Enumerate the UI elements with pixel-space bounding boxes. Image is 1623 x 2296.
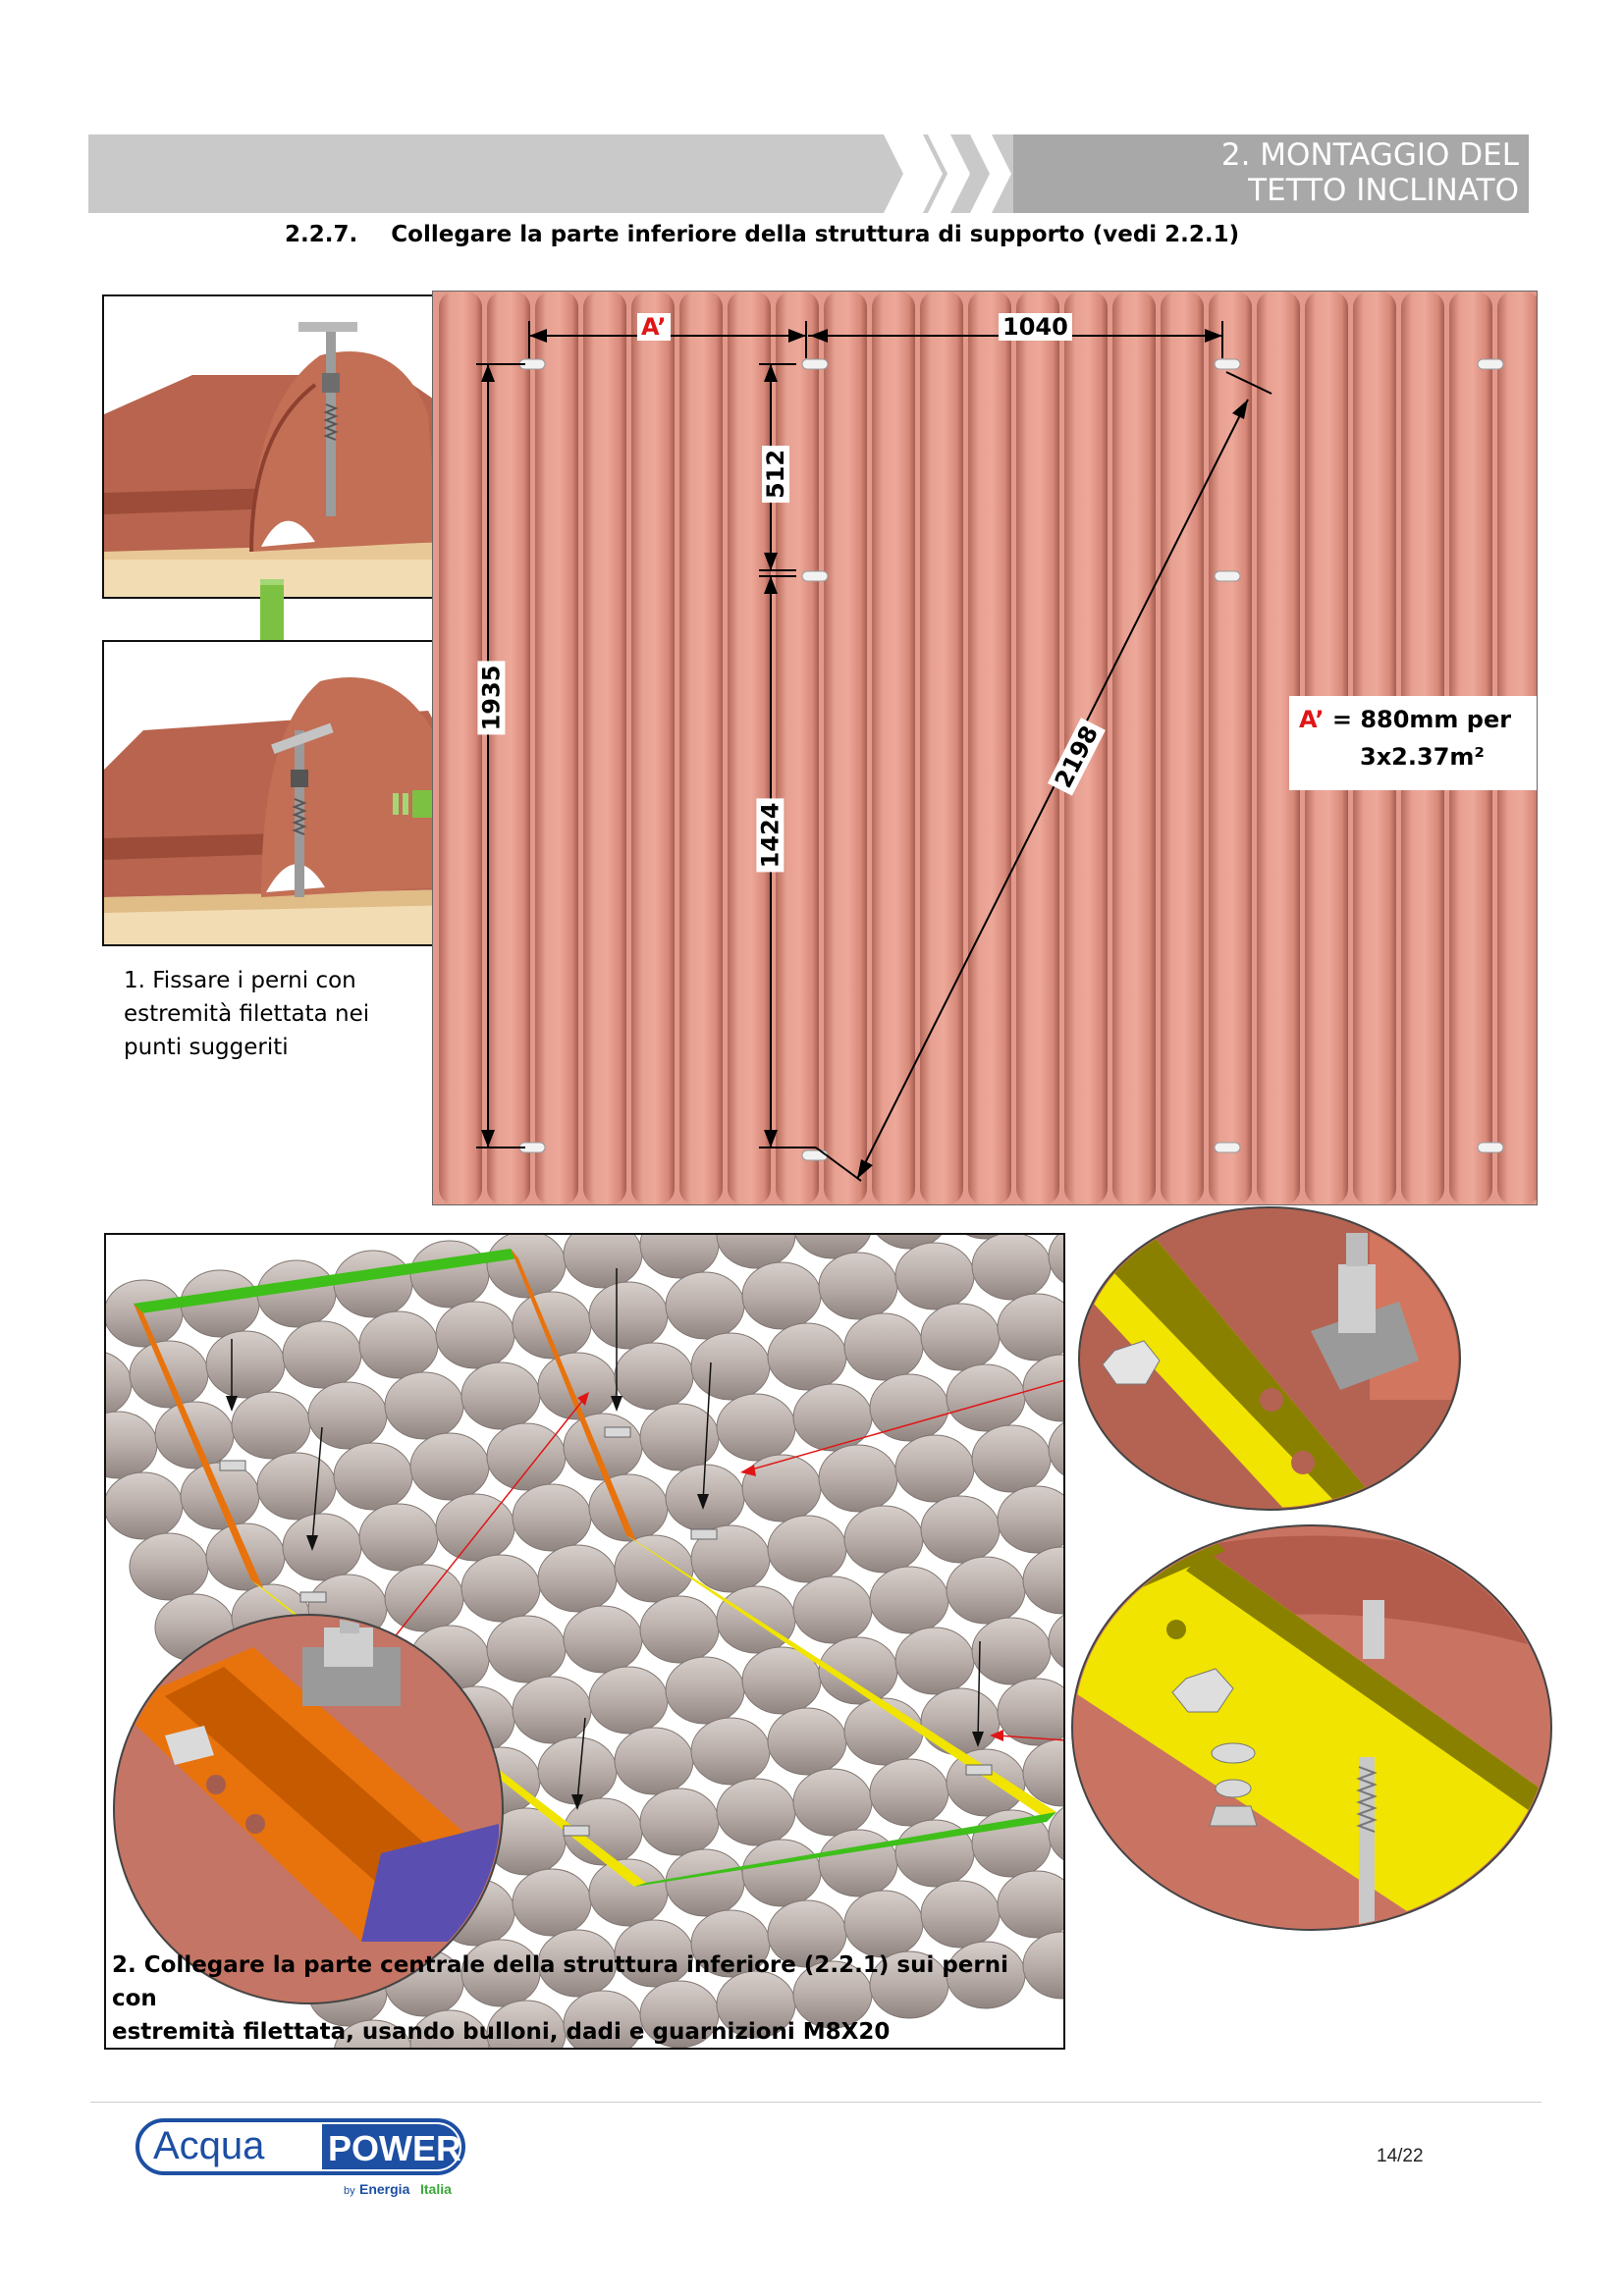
step1-caption-line1: 1. Fissare i perni con: [124, 968, 356, 993]
note-key: A’: [1299, 706, 1325, 733]
step1-caption-line3: punti suggeriti: [124, 1035, 289, 1060]
dim-label-left: 1935: [477, 661, 506, 735]
chapter-title-line2: TETTO INCLINATO: [1248, 173, 1519, 208]
frame-assembly-image: [104, 1233, 1065, 2050]
roof-diagram: A’ 1040 1935 512 1424 2198 A’ = 880mm pe…: [432, 291, 1538, 1205]
section-number: 2.2.7.: [285, 222, 358, 247]
dim-label-lower: 1424: [756, 798, 784, 873]
logo-word-acqua: Acqua: [153, 2124, 265, 2167]
logo-brand-italia: Italia: [420, 2181, 452, 2197]
tile-photo-top: [102, 294, 458, 599]
page-number: 14/22: [1377, 2146, 1424, 2166]
dim-label-top: 1040: [999, 313, 1072, 341]
chapter-title-line1: 2. MONTAGGIO DEL: [1220, 137, 1519, 173]
step2-caption-line1: 2. Collegare la parte centrale della str…: [112, 1952, 1008, 2011]
logo-word-power: POWER: [328, 2128, 462, 2168]
dimension-note: A’ = 880mm per 3x2.37m²: [1289, 696, 1537, 790]
section-heading: 2.2.7. Collegare la parte inferiore dell…: [285, 222, 1239, 247]
step1-caption-line2: estremità filettata nei: [124, 1001, 370, 1027]
detail-circle-top: [1075, 1203, 1464, 1514]
note-eq: = 880mm per: [1324, 706, 1512, 733]
chapter-title: 2. MONTAGGIO DEL TETTO INCLINATO: [1107, 137, 1519, 208]
note-line2: 3x2.37m²: [1360, 743, 1485, 771]
logo-brand-energia: Energia: [359, 2181, 410, 2197]
step2-caption: 2. Collegare la parte centrale della str…: [112, 1949, 1055, 2049]
dim-label-upper: 512: [762, 445, 790, 504]
step2-caption-line2: estremità filettata, usando bulloni, dad…: [112, 2019, 891, 2045]
chevron-arrows-icon: [884, 134, 1011, 213]
logo-by: by: [344, 2185, 355, 2197]
step1-caption: 1. Fissare i perni con estremità filetta…: [124, 964, 418, 1064]
detail-circle-bottom: [1068, 1522, 1555, 1934]
footer-rule: [90, 2102, 1542, 2103]
dim-label-a: A’: [637, 313, 671, 341]
header-band-dark: [1013, 134, 1529, 213]
section-title: Collegare la parte inferiore della strut…: [391, 222, 1240, 247]
acquapower-logo: Acqua POWER by Energia Italia: [135, 2118, 469, 2207]
